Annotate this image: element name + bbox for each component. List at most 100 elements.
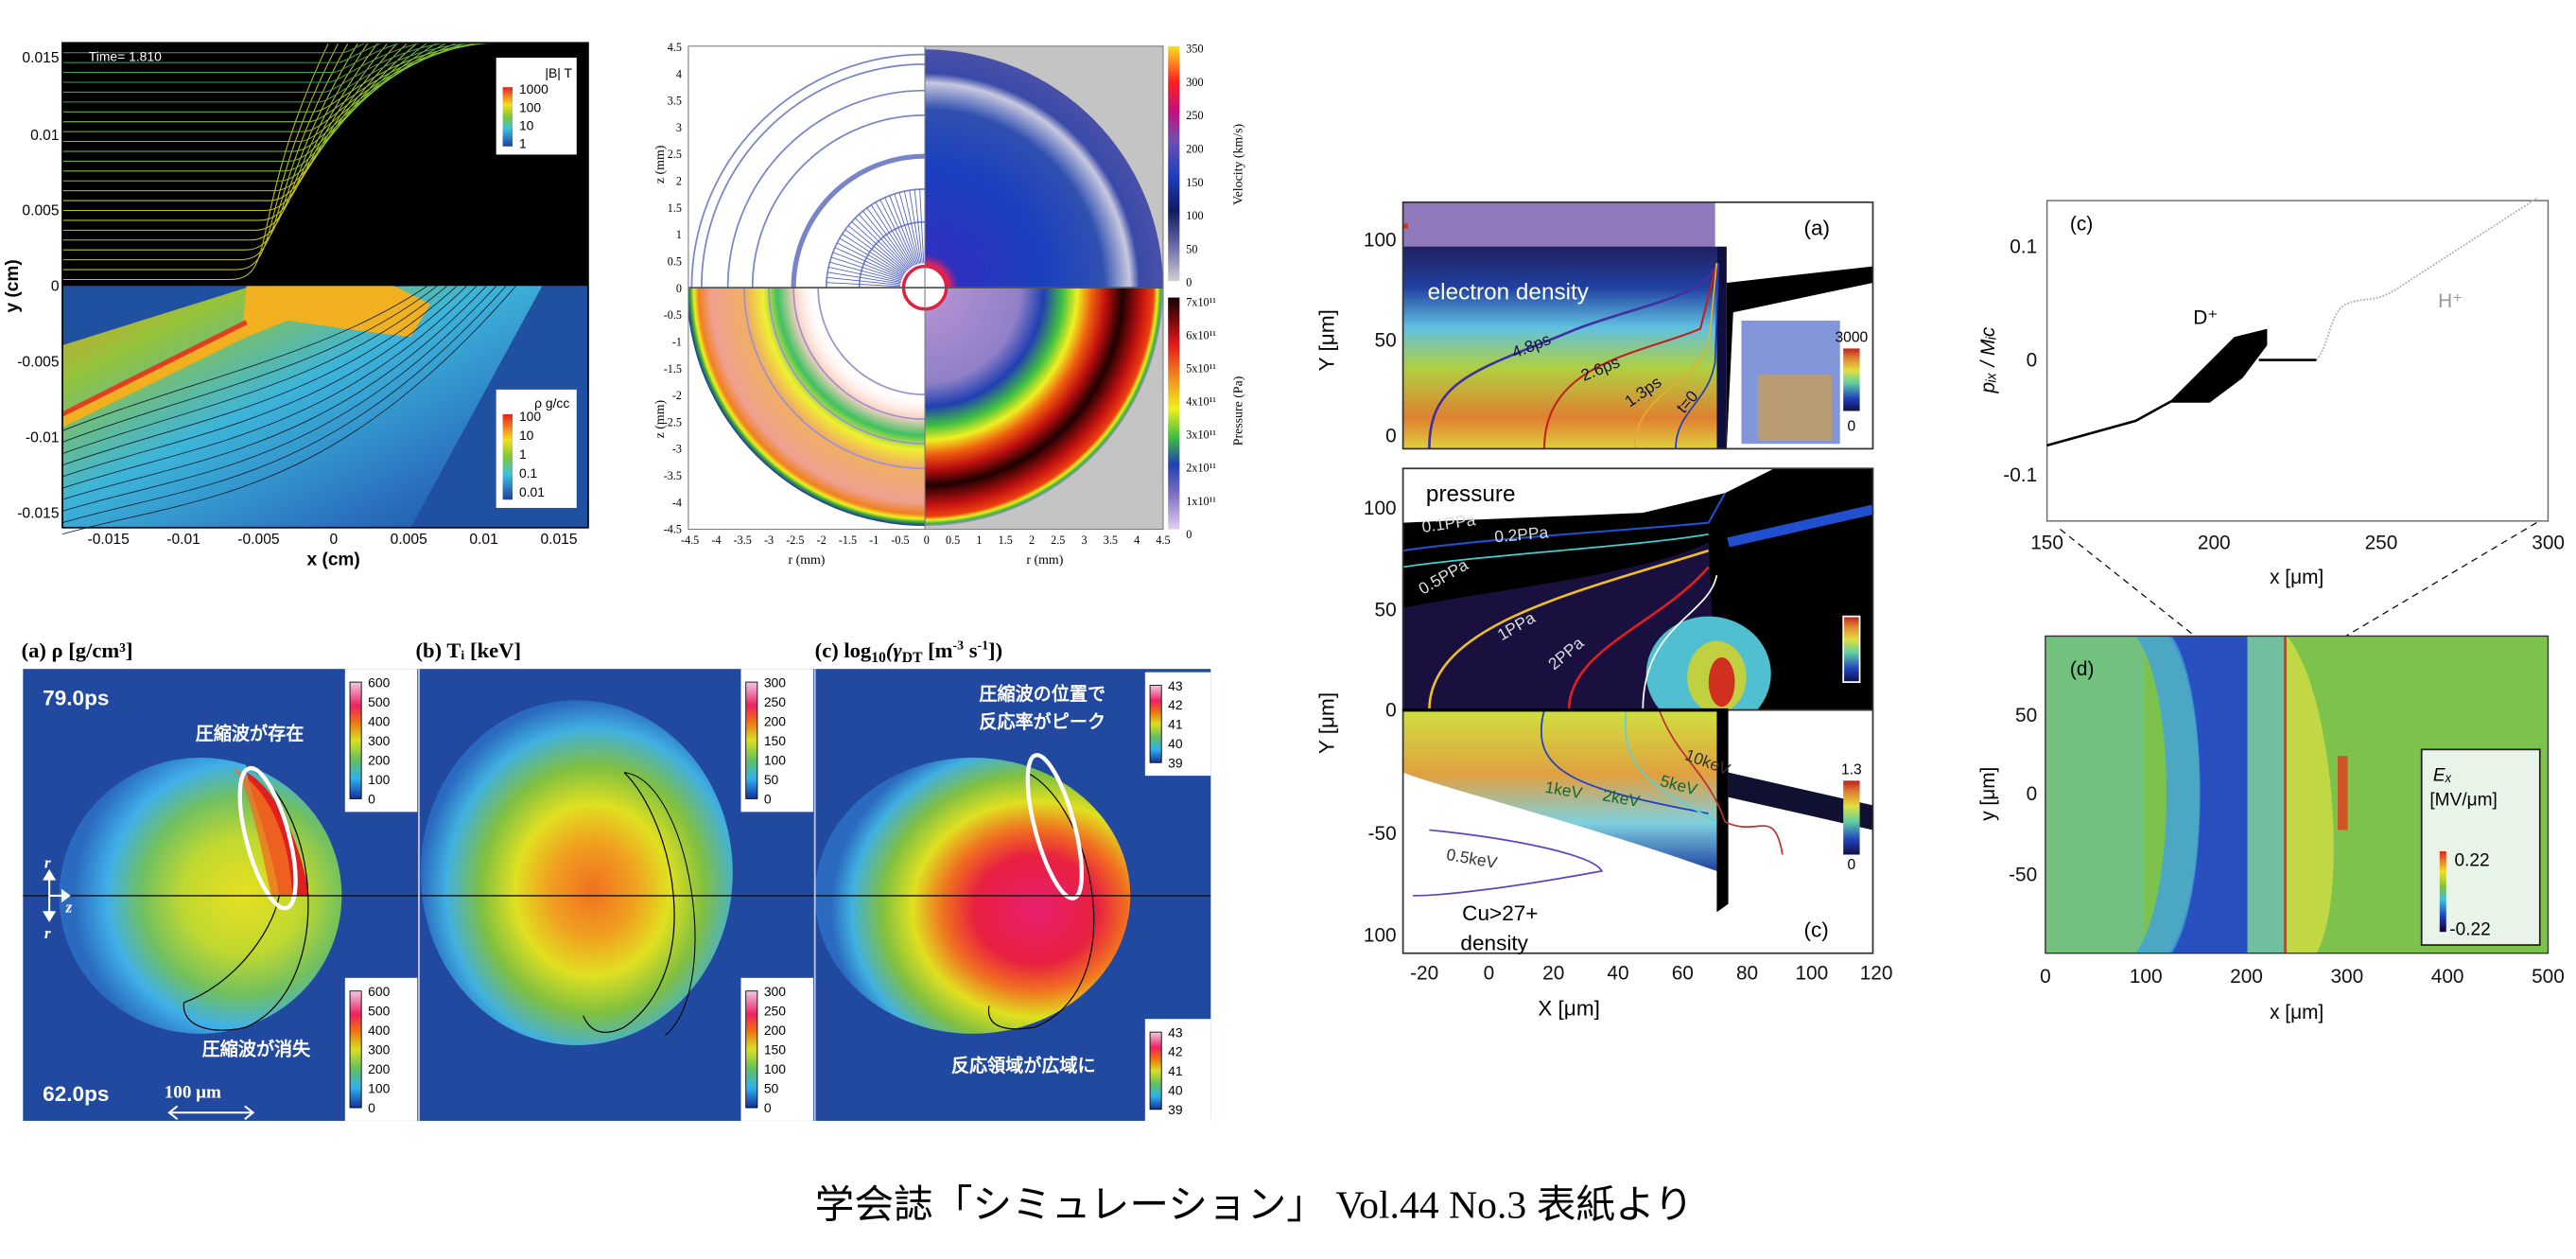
pressure-vectors-quadrant xyxy=(688,288,926,526)
tick-label: -3.5 xyxy=(664,469,682,482)
tick-label: 39 xyxy=(1168,755,1183,770)
tick-label: -20 xyxy=(1410,963,1438,985)
pressure-colorbar xyxy=(1168,297,1180,530)
tick-label: -1.5 xyxy=(839,533,857,547)
tick-label: -50 xyxy=(1368,823,1397,845)
vector-mark xyxy=(827,271,901,285)
tick-label: 0.5 xyxy=(946,533,960,547)
contour-line xyxy=(61,286,496,512)
contour-line xyxy=(61,286,458,466)
tick-label: -4.5 xyxy=(664,523,682,536)
tick-label: 42 xyxy=(1168,1044,1183,1059)
scale-bar-arrow xyxy=(167,1105,255,1121)
tick-label: 2.5 xyxy=(668,148,682,161)
highlight-ellipse xyxy=(1025,753,1085,901)
tick-label: 200 xyxy=(2198,532,2231,553)
tick-label: 0 xyxy=(676,282,682,295)
tick-label: 400 xyxy=(2431,966,2464,988)
tick-label: 80 xyxy=(1736,963,1758,985)
vector-mark xyxy=(858,214,909,271)
panel-label: density xyxy=(1460,931,1528,954)
ex-legend xyxy=(2420,748,2541,946)
field-line xyxy=(62,43,566,44)
tick-label: 0 xyxy=(2040,966,2051,988)
shock-line xyxy=(61,320,248,417)
y-axis-label: y (cm) xyxy=(3,259,23,312)
vector-mark xyxy=(834,247,903,278)
tick-label: 350 xyxy=(1186,43,1203,56)
legend-min: -0.22 xyxy=(2449,920,2491,940)
velocity-quadrant xyxy=(925,45,1163,289)
field-line xyxy=(62,43,329,280)
field-line xyxy=(62,43,516,93)
tick-label: 5x10¹¹ xyxy=(1186,361,1216,375)
field-line xyxy=(62,43,536,74)
tick-label: 200 xyxy=(368,1061,390,1076)
tick-label: -2 xyxy=(817,533,827,547)
contour-line xyxy=(61,286,427,431)
tick-label: 500 xyxy=(2532,966,2565,988)
axis-r-top: r xyxy=(44,853,51,871)
tick-label: -1.5 xyxy=(664,362,682,376)
vector-mark xyxy=(855,218,908,271)
colorbar xyxy=(745,681,758,799)
note-wave-vanished: 圧縮波が消失 xyxy=(202,1038,311,1059)
field-line xyxy=(62,43,556,54)
zoom-guide-left xyxy=(2060,529,2196,637)
colorbar-min: 0 xyxy=(1848,418,1856,434)
field-line xyxy=(62,43,546,63)
tick-label: 100 xyxy=(1364,925,1397,947)
tick-label: 50 xyxy=(1374,330,1396,352)
species-label: D⁺ xyxy=(2193,306,2218,328)
tick-label: 100 xyxy=(519,99,541,114)
note-wave-present: 圧縮波が存在 xyxy=(196,723,305,744)
legend-max: 0.22 xyxy=(2454,851,2489,871)
tick-label: 2 xyxy=(676,175,682,188)
field-line xyxy=(62,43,359,251)
tick-label: 43 xyxy=(1168,1024,1183,1040)
tick-label: 50 xyxy=(1186,242,1197,255)
scale-bar-label: 100 μm xyxy=(165,1083,221,1103)
vector-mark xyxy=(851,221,907,272)
tick-label: 150 xyxy=(764,733,786,748)
tick-label: -0.01 xyxy=(166,532,200,548)
tick-label: 0.01 xyxy=(30,128,59,144)
panel-label: Cu>27+ xyxy=(1462,901,1538,925)
tick-label: 200 xyxy=(764,1023,786,1038)
colorbar-max: 3000 xyxy=(1835,329,1868,345)
vector-mark xyxy=(839,237,904,276)
tick-label: 6x10¹¹ xyxy=(1186,328,1216,341)
x-axis-label: X [μm] xyxy=(1538,997,1600,1021)
density-contours xyxy=(61,286,516,535)
contour-line xyxy=(61,286,507,523)
tick-label: 100 xyxy=(1364,498,1397,519)
axis-z: z xyxy=(64,898,72,916)
tick-label: -0.01 xyxy=(26,429,60,446)
contour-line xyxy=(61,286,467,478)
copper-density-map xyxy=(1402,709,1717,871)
panel-tag: (c) xyxy=(1803,918,1828,941)
zoom-guide-right xyxy=(2345,522,2537,637)
colorbar xyxy=(349,681,362,799)
tick-label: -50 xyxy=(2009,864,2037,885)
contour-line xyxy=(61,286,478,489)
contour-line xyxy=(61,286,447,455)
tick-label: 39 xyxy=(1168,1102,1183,1117)
tick-label: 1 xyxy=(676,228,682,241)
vector-mark xyxy=(909,190,922,264)
vector-mark xyxy=(842,234,905,275)
tick-label: 300 xyxy=(2330,966,2363,988)
x-axis-label: x [μm] xyxy=(2270,567,2324,588)
velocity-vectors-quadrant xyxy=(690,53,926,289)
tick-label: 0.015 xyxy=(540,532,577,548)
tick-label: 0.015 xyxy=(22,50,59,66)
tick-label: -4 xyxy=(672,496,682,509)
tick-label: 100 xyxy=(764,753,786,768)
ion-temperature-map xyxy=(420,700,733,1046)
species-label: H⁺ xyxy=(2438,290,2463,312)
vector-mark xyxy=(827,276,901,286)
h-ion-trace xyxy=(2315,196,2539,361)
tick-label: 500 xyxy=(368,1003,390,1018)
tick-label: 250 xyxy=(2365,532,2398,553)
